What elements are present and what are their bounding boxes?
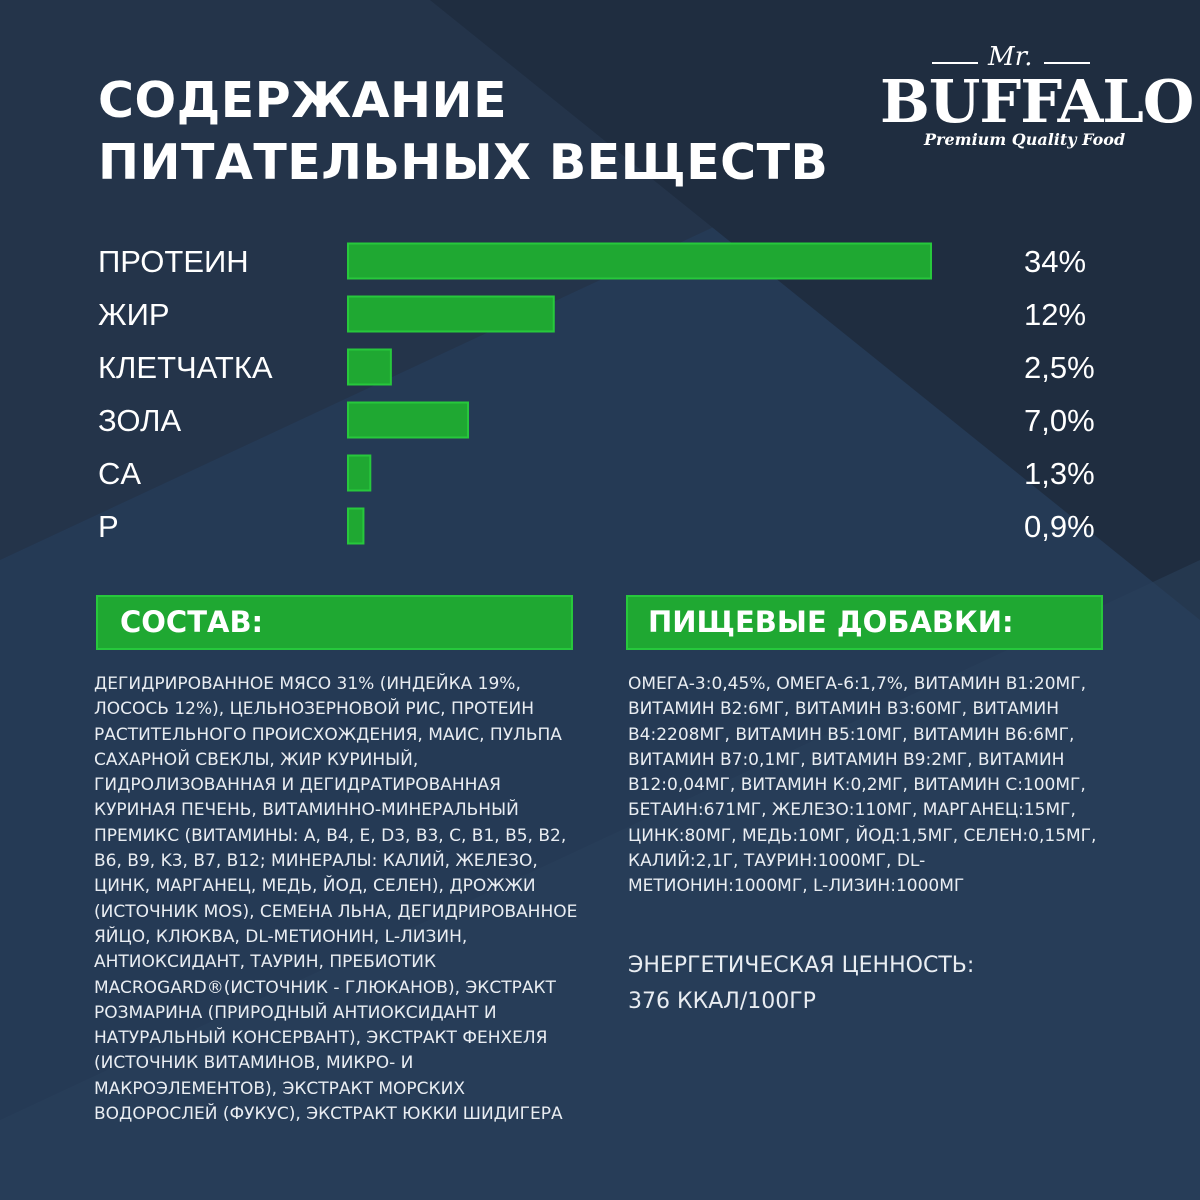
category-label: CA <box>98 456 141 491</box>
energy-label: ЭНЕРГЕТИЧЕСКАЯ ЦЕННОСТЬ: <box>628 953 975 978</box>
logo-prefix: Mr. <box>988 42 1033 72</box>
logo-divider-left <box>932 62 978 64</box>
energy-value-block: ЭНЕРГЕТИЧЕСКАЯ ЦЕННОСТЬ: 376 ККАЛ/100ГР <box>628 948 974 1020</box>
nutrient-bar-chart: ПРОТЕИН 34% ЖИР 12% КЛЕТЧАТКА 2,5% ЗОЛА 7,0% CA 1… <box>98 242 1095 545</box>
title-line-2: ПИТАТЕЛЬНЫХ ВЕЩЕСТВ <box>98 134 829 191</box>
value-label: 7,0% <box>1024 403 1095 438</box>
additives-header: ПИЩЕВЫЕ ДОБАВКИ: <box>626 595 1103 650</box>
value-label: 0,9% <box>1024 509 1095 544</box>
category-label: ЖИР <box>98 297 170 332</box>
brand-logo: Mr. BUFFALO Premium Quality Food <box>876 42 1194 162</box>
category-label: КЛЕТЧАТКА <box>98 350 273 385</box>
bar <box>347 507 365 545</box>
value-label: 34% <box>1024 244 1086 279</box>
bar <box>347 454 372 492</box>
category-label: P <box>98 509 119 544</box>
category-label: ПРОТЕИН <box>98 244 249 279</box>
logo-tagline: Premium Quality Food <box>924 130 1126 149</box>
value-label: 12% <box>1024 297 1086 332</box>
value-label: 2,5% <box>1024 350 1095 385</box>
category-label: ЗОЛА <box>98 403 181 438</box>
title-line-1: СОДЕРЖАНИЕ <box>98 72 508 129</box>
logo-divider-right <box>1044 62 1090 64</box>
bar <box>347 242 932 280</box>
page-title: СОДЕРЖАНИЕ ПИТАТЕЛЬНЫХ ВЕЩЕСТВ <box>98 70 828 194</box>
composition-text: ДЕГИДРИРОВАННОЕ МЯСО 31% (ИНДЕЙКА 19%, Л… <box>94 674 578 1125</box>
logo-brand: BUFFALO <box>880 67 1194 136</box>
bar <box>347 295 555 333</box>
bar <box>347 348 392 386</box>
additives-text: ОМЕГА-3:0,45%, ОМЕГА-6:1,7%, ВИТАМИН В1:… <box>628 674 1097 897</box>
value-label: 1,3% <box>1024 456 1095 491</box>
composition-header: СОСТАВ: <box>96 595 573 650</box>
energy-value: 376 ККАЛ/100ГР <box>628 989 816 1014</box>
bar <box>347 401 470 439</box>
